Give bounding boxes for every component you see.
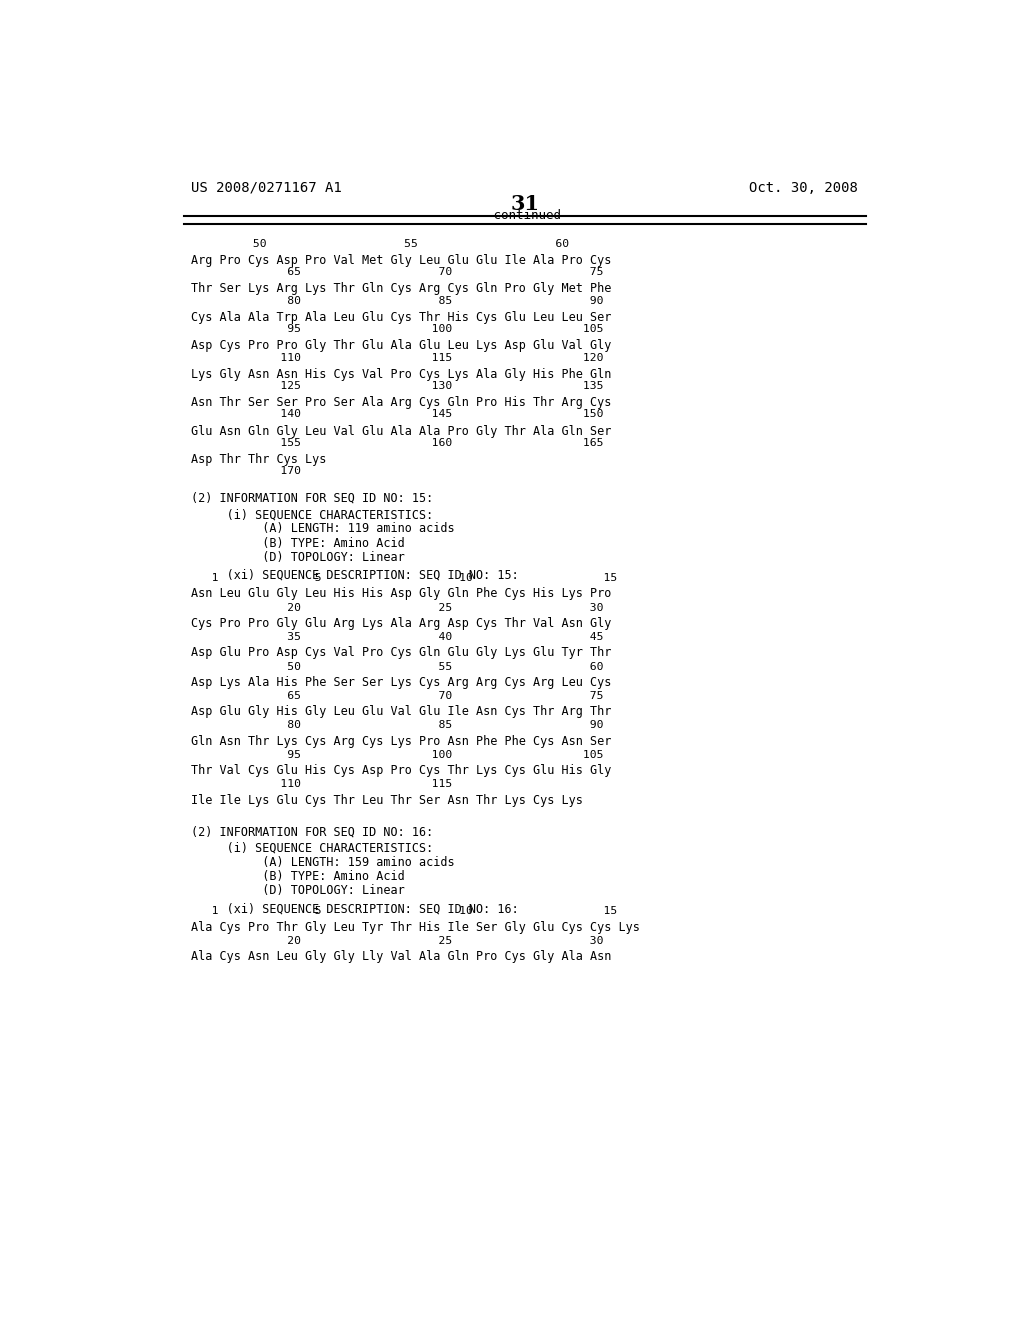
Text: 20                    25                    30: 20 25 30 [191, 936, 604, 946]
Text: (B) TYPE: Amino Acid: (B) TYPE: Amino Acid [191, 536, 406, 549]
Text: 65                    70                    75: 65 70 75 [191, 267, 604, 277]
Text: 80                    85                    90: 80 85 90 [191, 721, 604, 730]
Text: 31: 31 [510, 194, 540, 214]
Text: (A) LENGTH: 119 amino acids: (A) LENGTH: 119 amino acids [191, 523, 455, 536]
Text: Lys Gly Asn Asn His Cys Val Pro Cys Lys Ala Gly His Phe Gln: Lys Gly Asn Asn His Cys Val Pro Cys Lys … [191, 368, 612, 380]
Text: Asp Cys Pro Pro Gly Thr Glu Ala Glu Leu Lys Asp Glu Val Gly: Asp Cys Pro Pro Gly Thr Glu Ala Glu Leu … [191, 339, 612, 352]
Text: (B) TYPE: Amino Acid: (B) TYPE: Amino Acid [191, 870, 406, 883]
Text: Ala Cys Asn Leu Gly Gly Lly Val Ala Gln Pro Cys Gly Ala Asn: Ala Cys Asn Leu Gly Gly Lly Val Ala Gln … [191, 950, 612, 964]
Text: Arg Pro Cys Asp Pro Val Met Gly Leu Glu Glu Ile Ala Pro Cys: Arg Pro Cys Asp Pro Val Met Gly Leu Glu … [191, 253, 612, 267]
Text: Gln Asn Thr Lys Cys Arg Cys Lys Pro Asn Phe Phe Cys Asn Ser: Gln Asn Thr Lys Cys Arg Cys Lys Pro Asn … [191, 735, 612, 747]
Text: (xi) SEQUENCE DESCRIPTION: SEQ ID NO: 16:: (xi) SEQUENCE DESCRIPTION: SEQ ID NO: 16… [191, 903, 519, 915]
Text: Oct. 30, 2008: Oct. 30, 2008 [750, 181, 858, 195]
Text: Ile Ile Lys Glu Cys Thr Leu Thr Ser Asn Thr Lys Cys Lys: Ile Ile Lys Glu Cys Thr Leu Thr Ser Asn … [191, 793, 584, 807]
Text: (D) TOPOLOGY: Linear: (D) TOPOLOGY: Linear [191, 550, 406, 564]
Text: Asp Glu Gly His Gly Leu Glu Val Glu Ile Asn Cys Thr Arg Thr: Asp Glu Gly His Gly Leu Glu Val Glu Ile … [191, 705, 612, 718]
Text: Thr Ser Lys Arg Lys Thr Gln Cys Arg Cys Gln Pro Gly Met Phe: Thr Ser Lys Arg Lys Thr Gln Cys Arg Cys … [191, 282, 612, 296]
Text: (i) SEQUENCE CHARACTERISTICS:: (i) SEQUENCE CHARACTERISTICS: [191, 508, 434, 521]
Text: (D) TOPOLOGY: Linear: (D) TOPOLOGY: Linear [191, 884, 406, 898]
Text: Asp Thr Thr Cys Lys: Asp Thr Thr Cys Lys [191, 453, 327, 466]
Text: 20                    25                    30: 20 25 30 [191, 602, 604, 612]
Text: 65                    70                    75: 65 70 75 [191, 690, 604, 701]
Text: -continued: -continued [487, 210, 562, 222]
Text: 95                   100                   105: 95 100 105 [191, 750, 604, 760]
Text: 140                   145                   150: 140 145 150 [191, 409, 604, 420]
Text: Ala Cys Pro Thr Gly Leu Tyr Thr His Ile Ser Gly Glu Cys Cys Lys: Ala Cys Pro Thr Gly Leu Tyr Thr His Ile … [191, 921, 640, 933]
Text: 35                    40                    45: 35 40 45 [191, 632, 604, 642]
Text: (A) LENGTH: 159 amino acids: (A) LENGTH: 159 amino acids [191, 855, 455, 869]
Text: 110                   115                   120: 110 115 120 [191, 352, 604, 363]
Text: 50                    55                    60: 50 55 60 [191, 239, 569, 248]
Text: Cys Pro Pro Gly Glu Arg Lys Ala Arg Asp Cys Thr Val Asn Gly: Cys Pro Pro Gly Glu Arg Lys Ala Arg Asp … [191, 616, 612, 630]
Text: 50                    55                    60: 50 55 60 [191, 661, 604, 672]
Text: 1              5                    10                   15: 1 5 10 15 [191, 573, 617, 583]
Text: Asn Thr Ser Ser Pro Ser Ala Arg Cys Gln Pro His Thr Arg Cys: Asn Thr Ser Ser Pro Ser Ala Arg Cys Gln … [191, 396, 612, 409]
Text: Asn Leu Glu Gly Leu His His Asp Gly Gln Phe Cys His Lys Pro: Asn Leu Glu Gly Leu His His Asp Gly Gln … [191, 587, 612, 601]
Text: Glu Asn Gln Gly Leu Val Glu Ala Ala Pro Gly Thr Ala Gln Ser: Glu Asn Gln Gly Leu Val Glu Ala Ala Pro … [191, 425, 612, 438]
Text: (i) SEQUENCE CHARACTERISTICS:: (i) SEQUENCE CHARACTERISTICS: [191, 841, 434, 854]
Text: (2) INFORMATION FOR SEQ ID NO: 15:: (2) INFORMATION FOR SEQ ID NO: 15: [191, 492, 434, 504]
Text: 110                   115: 110 115 [191, 779, 453, 789]
Text: 1              5                    10                   15: 1 5 10 15 [191, 907, 617, 916]
Text: Asp Glu Pro Asp Cys Val Pro Cys Gln Glu Gly Lys Glu Tyr Thr: Asp Glu Pro Asp Cys Val Pro Cys Gln Glu … [191, 647, 612, 659]
Text: Thr Val Cys Glu His Cys Asp Pro Cys Thr Lys Cys Glu His Gly: Thr Val Cys Glu His Cys Asp Pro Cys Thr … [191, 764, 612, 777]
Text: 155                   160                   165: 155 160 165 [191, 438, 604, 447]
Text: (xi) SEQUENCE DESCRIPTION: SEQ ID NO: 15:: (xi) SEQUENCE DESCRIPTION: SEQ ID NO: 15… [191, 569, 519, 582]
Text: Asp Lys Ala His Phe Ser Ser Lys Cys Arg Arg Cys Arg Leu Cys: Asp Lys Ala His Phe Ser Ser Lys Cys Arg … [191, 676, 612, 689]
Text: (2) INFORMATION FOR SEQ ID NO: 16:: (2) INFORMATION FOR SEQ ID NO: 16: [191, 825, 434, 838]
Text: 95                   100                   105: 95 100 105 [191, 325, 604, 334]
Text: 80                    85                    90: 80 85 90 [191, 296, 604, 306]
Text: 170: 170 [191, 466, 301, 477]
Text: Cys Ala Ala Trp Ala Leu Glu Cys Thr His Cys Glu Leu Leu Ser: Cys Ala Ala Trp Ala Leu Glu Cys Thr His … [191, 312, 612, 323]
Text: 125                   130                   135: 125 130 135 [191, 381, 604, 391]
Text: US 2008/0271167 A1: US 2008/0271167 A1 [191, 181, 342, 195]
